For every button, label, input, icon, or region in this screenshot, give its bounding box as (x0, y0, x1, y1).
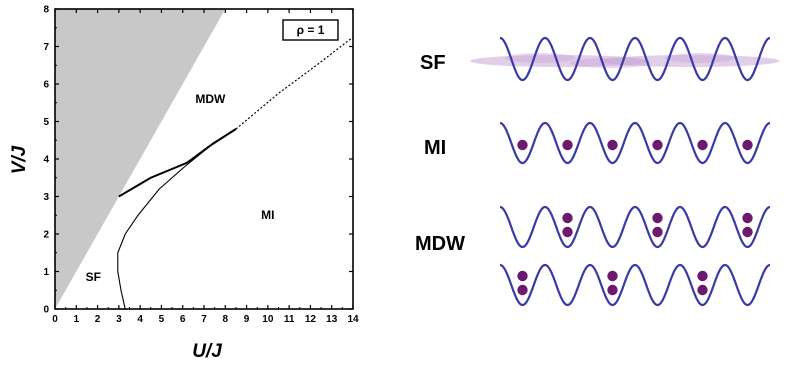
atom (697, 284, 708, 296)
atom (652, 139, 663, 151)
atom (562, 226, 573, 238)
cloud-blob (505, 53, 575, 63)
atom (607, 270, 618, 282)
phase-boundary-dotted (235, 36, 354, 130)
x-tick-label: 7 (201, 314, 207, 325)
region-label: SF (86, 270, 101, 284)
atom (517, 139, 528, 151)
sf-label: SF (420, 52, 446, 74)
atom (742, 226, 753, 238)
cloud-blob (570, 58, 650, 68)
y-tick-label: 0 (43, 305, 49, 316)
mdw-label: MDW (415, 233, 465, 255)
atom (742, 139, 753, 151)
x-tick-label: 13 (326, 314, 338, 325)
y-axis-label: V/J (9, 145, 30, 174)
atom (607, 284, 618, 296)
x-tick-label: 8 (223, 314, 229, 325)
atoms (517, 139, 753, 296)
region-label: MI (261, 208, 274, 222)
region-labels: SF MDW MI (86, 92, 275, 284)
y-tick-label: 5 (43, 117, 49, 128)
region-label: MDW (195, 92, 226, 106)
mdw-lattice-wave-b (499, 263, 771, 307)
phase-boundaries (117, 36, 354, 310)
x-tick-label: 10 (262, 314, 274, 325)
atom (652, 226, 663, 238)
atom (517, 284, 528, 296)
x-tick-label: 11 (284, 314, 295, 325)
cloud-blob (665, 53, 735, 63)
x-tick-label: 1 (74, 314, 80, 325)
x-tick-label: 0 (52, 314, 58, 325)
atom (562, 212, 573, 224)
y-tick-label: 6 (43, 80, 49, 91)
x-tick-label: 9 (244, 314, 250, 325)
phase-boundary-thick (118, 128, 237, 198)
atom (742, 212, 753, 224)
x-tick-label: 12 (305, 314, 317, 325)
y-tick-label: 2 (43, 230, 49, 241)
y-tick-label: 4 (43, 155, 49, 166)
y-tick-label: 8 (43, 5, 49, 16)
atom (562, 139, 573, 151)
lattice-illustrations: SF MI MDW (415, 36, 780, 307)
mdw-lattice-wave-a (499, 205, 771, 249)
x-tick-label: 4 (137, 314, 143, 325)
x-tick-label: 14 (347, 314, 359, 325)
atom (697, 270, 708, 282)
y-tick-label: 3 (43, 192, 49, 203)
y-tick-label: 1 (43, 267, 49, 278)
mi-lattice-wave (499, 121, 771, 165)
x-tick-label: 2 (95, 314, 101, 325)
x-tick-label: 6 (180, 314, 186, 325)
phase-boundary-thin (117, 128, 237, 310)
mi-label: MI (424, 137, 446, 159)
cloud-blob (470, 55, 650, 67)
sf-lattice-wave (499, 36, 771, 82)
annotation-box (282, 19, 339, 41)
x-axis-label: U/J (192, 341, 222, 362)
annotation-text: ρ = 1 (297, 23, 325, 37)
atom (517, 270, 528, 282)
atom (652, 212, 663, 224)
atom (697, 139, 708, 151)
atom (607, 139, 618, 151)
x-tick-label: 3 (116, 314, 122, 325)
shaded-region (55, 9, 226, 309)
rho-annotation: ρ = 1 (282, 19, 339, 41)
x-tick-label: 5 (159, 314, 165, 325)
y-tick-label: 7 (43, 42, 49, 53)
